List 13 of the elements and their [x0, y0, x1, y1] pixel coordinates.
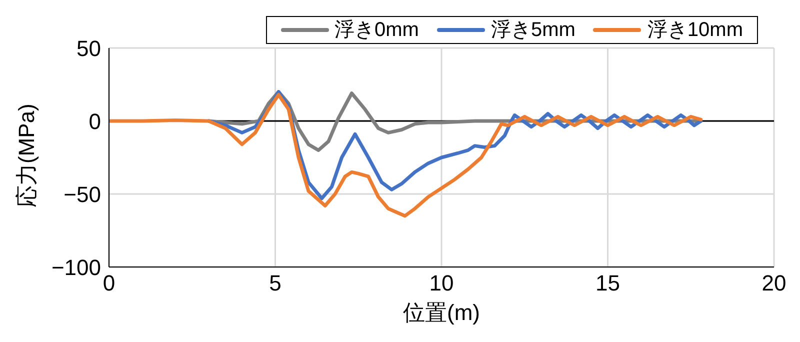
y-tick-label: 0 — [88, 108, 101, 134]
legend-label: 浮き10mm — [647, 18, 743, 43]
x-tick-label: 20 — [762, 270, 786, 296]
legend-label: 浮き0mm — [334, 18, 419, 43]
y-tick-label: −50 — [64, 182, 101, 207]
x-tick-label: 15 — [596, 270, 620, 296]
legend-label: 浮き5mm — [490, 18, 576, 43]
x-axis-title: 位置(m) — [403, 300, 480, 325]
x-tick-label: 5 — [269, 270, 282, 296]
y-axis-title: 応力(MPa) — [14, 104, 39, 208]
x-tick-label: 10 — [429, 270, 454, 296]
y-tick-label: −100 — [51, 254, 101, 280]
y-tick-label: 50 — [76, 36, 101, 61]
